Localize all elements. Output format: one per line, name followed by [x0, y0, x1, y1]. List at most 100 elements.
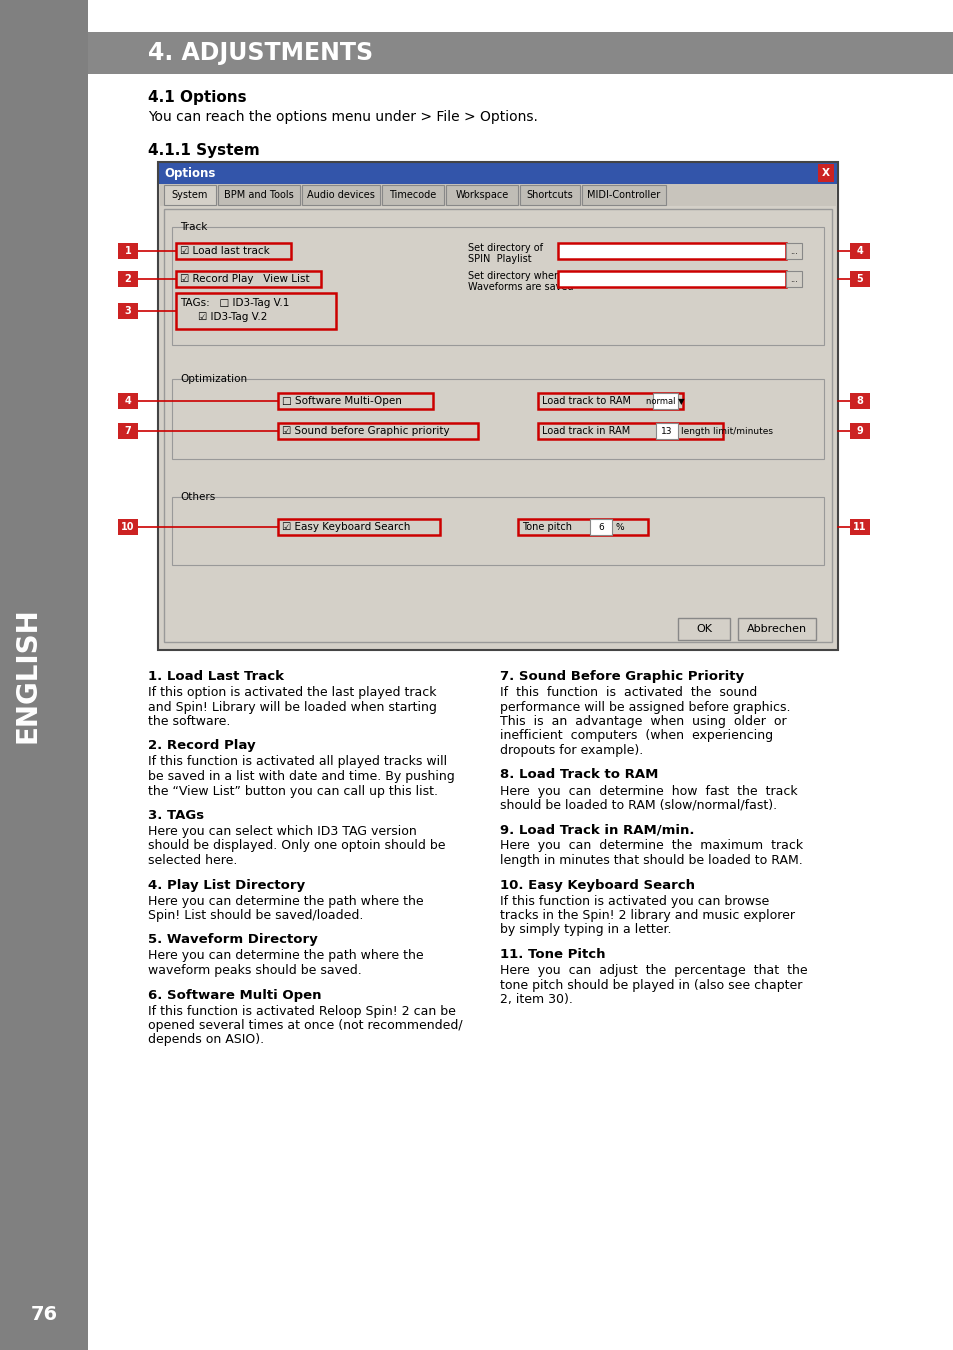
Bar: [302, 185, 379, 205]
Text: 7: 7: [125, 427, 132, 436]
Text: %: %: [616, 522, 624, 532]
Bar: [558, 243, 785, 259]
Bar: [537, 423, 722, 439]
Text: 11. Tone Pitch: 11. Tone Pitch: [499, 948, 605, 961]
Bar: [785, 271, 801, 288]
Bar: [175, 271, 320, 288]
Text: by simply typing in a letter.: by simply typing in a letter.: [499, 923, 671, 937]
Bar: [656, 423, 678, 439]
Text: 4. Play List Directory: 4. Play List Directory: [148, 879, 305, 891]
Text: performance will be assigned before graphics.: performance will be assigned before grap…: [499, 701, 790, 714]
Text: length limit/minutes: length limit/minutes: [680, 427, 772, 436]
Text: Here you can select which ID3 TAG version: Here you can select which ID3 TAG versio…: [148, 825, 416, 838]
Bar: [218, 185, 299, 205]
Text: ENGLISH: ENGLISH: [14, 608, 42, 742]
Bar: [589, 518, 612, 535]
Bar: [738, 618, 815, 640]
Text: length in minutes that should be loaded to RAM.: length in minutes that should be loaded …: [499, 855, 801, 867]
Text: This  is  an  advantage  when  using  older  or: This is an advantage when using older or: [499, 716, 786, 728]
Bar: [849, 271, 869, 288]
Text: 13: 13: [660, 427, 672, 436]
Text: 11: 11: [852, 522, 866, 532]
Text: Spin! List should be saved/loaded.: Spin! List should be saved/loaded.: [148, 909, 363, 922]
Text: ☑ Record Play   View List: ☑ Record Play View List: [180, 274, 310, 284]
Text: X: X: [821, 167, 829, 178]
Text: Set directory of: Set directory of: [468, 243, 542, 252]
Text: 3: 3: [125, 306, 132, 316]
Bar: [519, 185, 579, 205]
Text: tone pitch should be played in (also see chapter: tone pitch should be played in (also see…: [499, 979, 801, 991]
Bar: [118, 393, 138, 409]
Text: If this function is activated Reloop Spin! 2 can be: If this function is activated Reloop Spi…: [148, 1004, 456, 1018]
Bar: [446, 185, 517, 205]
Bar: [785, 243, 801, 259]
Text: 4. ADJUSTMENTS: 4. ADJUSTMENTS: [148, 40, 373, 65]
Bar: [158, 184, 837, 649]
Bar: [164, 209, 831, 643]
Text: Here  you  can  adjust  the  percentage  that  the: Here you can adjust the percentage that …: [499, 964, 807, 977]
Text: the “View List” button you can call up this list.: the “View List” button you can call up t…: [148, 784, 437, 798]
Text: 10: 10: [121, 522, 134, 532]
Text: ☑ Sound before Graphic priority: ☑ Sound before Graphic priority: [282, 427, 449, 436]
Text: Set directory where: Set directory where: [468, 271, 563, 281]
Text: Options: Options: [164, 166, 215, 180]
Bar: [175, 243, 291, 259]
Bar: [678, 618, 729, 640]
Text: ☑ Easy Keyboard Search: ☑ Easy Keyboard Search: [282, 522, 410, 532]
Bar: [381, 185, 443, 205]
Bar: [118, 518, 138, 535]
Bar: [175, 293, 335, 329]
Text: Here you can determine the path where the: Here you can determine the path where th…: [148, 949, 423, 963]
Text: normal ▼: normal ▼: [645, 397, 683, 405]
Text: Load track to RAM: Load track to RAM: [541, 396, 630, 406]
Text: 4: 4: [125, 396, 132, 406]
Text: Here you can determine the path where the: Here you can determine the path where th…: [148, 895, 423, 907]
Text: and Spin! Library will be loaded when starting: and Spin! Library will be loaded when st…: [148, 701, 436, 714]
Text: 4.1.1 System: 4.1.1 System: [148, 143, 259, 158]
Text: 4.1 Options: 4.1 Options: [148, 90, 247, 105]
Text: You can reach the options menu under > File > Options.: You can reach the options menu under > F…: [148, 109, 537, 124]
Text: be saved in a list with date and time. By pushing: be saved in a list with date and time. B…: [148, 769, 455, 783]
Bar: [277, 518, 439, 535]
Bar: [537, 393, 682, 409]
Text: MIDI-Controller: MIDI-Controller: [587, 190, 659, 200]
Text: 3. TAGs: 3. TAGs: [148, 809, 204, 822]
Text: Here  you  can  determine  the  maximum  track: Here you can determine the maximum track: [499, 840, 802, 852]
Bar: [849, 393, 869, 409]
Text: 1. Load Last Track: 1. Load Last Track: [148, 670, 284, 683]
Text: the software.: the software.: [148, 716, 230, 728]
Text: inefficient  computers  (when  experiencing: inefficient computers (when experiencing: [499, 729, 772, 742]
Text: 2: 2: [125, 274, 132, 284]
Text: Waveforms are saved: Waveforms are saved: [468, 282, 573, 292]
Text: 8. Load Track to RAM: 8. Load Track to RAM: [499, 768, 658, 782]
Bar: [158, 162, 837, 649]
Text: Timecode: Timecode: [389, 190, 436, 200]
Text: SPIN  Playlist: SPIN Playlist: [468, 254, 531, 265]
Text: 9. Load Track in RAM/min.: 9. Load Track in RAM/min.: [499, 824, 694, 837]
Bar: [164, 185, 215, 205]
Text: 1: 1: [125, 246, 132, 256]
Text: BPM and Tools: BPM and Tools: [224, 190, 294, 200]
Text: 4: 4: [856, 246, 862, 256]
Text: Shortcuts: Shortcuts: [526, 190, 573, 200]
Text: ...: ...: [789, 274, 797, 284]
Text: 6: 6: [598, 522, 603, 532]
Text: 2, item 30).: 2, item 30).: [499, 994, 572, 1006]
Bar: [849, 423, 869, 439]
Bar: [172, 227, 823, 346]
Bar: [581, 185, 665, 205]
Text: dropouts for example).: dropouts for example).: [499, 744, 642, 757]
Text: 5. Waveform Directory: 5. Waveform Directory: [148, 933, 317, 946]
Text: If this function is activated all played tracks will: If this function is activated all played…: [148, 756, 447, 768]
Text: System: System: [172, 190, 208, 200]
Text: should be loaded to RAM (slow/normal/fast).: should be loaded to RAM (slow/normal/fas…: [499, 799, 777, 811]
Text: Here  you  can  determine  how  fast  the  track: Here you can determine how fast the trac…: [499, 784, 797, 798]
Bar: [118, 302, 138, 319]
Bar: [277, 393, 433, 409]
Text: 9: 9: [856, 427, 862, 436]
Text: Track: Track: [180, 221, 207, 232]
Bar: [88, 32, 953, 74]
Text: If this option is activated the last played track: If this option is activated the last pla…: [148, 686, 436, 699]
Text: If  this  function  is  activated  the  sound: If this function is activated the sound: [499, 686, 757, 699]
Text: ☑ Load last track: ☑ Load last track: [180, 246, 270, 256]
